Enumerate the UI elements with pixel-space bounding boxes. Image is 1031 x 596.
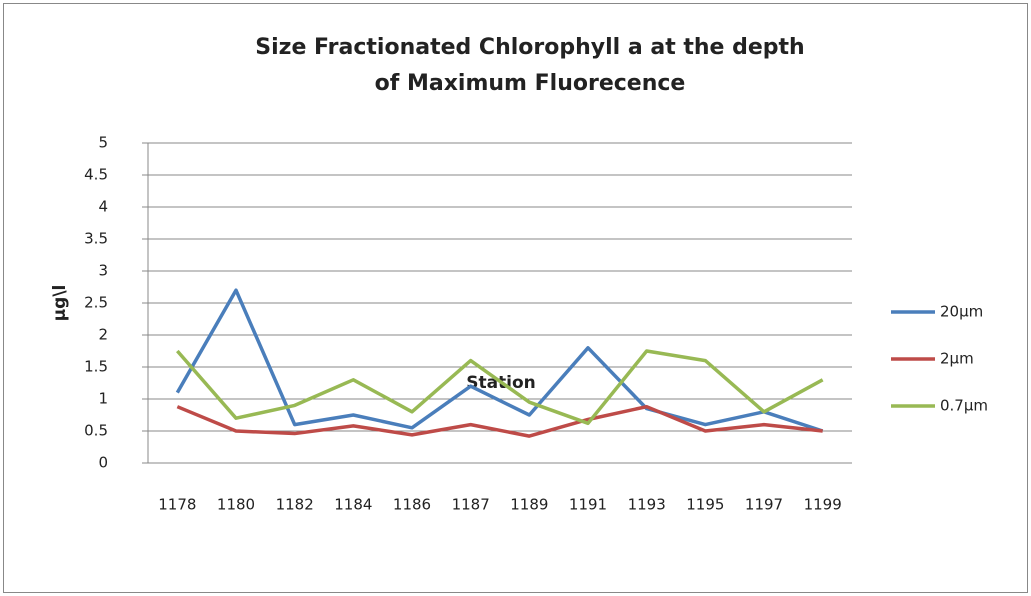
x-tick-label: 1182 <box>276 496 314 514</box>
x-tick-label: 1189 <box>510 496 548 514</box>
series-line <box>176 349 824 426</box>
series-line <box>175 288 824 433</box>
x-tick-label: 1186 <box>393 496 431 514</box>
y-axis-label: µg\l <box>50 285 70 322</box>
y-tick-label: 1 <box>98 390 108 408</box>
y-tick-label: 2.5 <box>84 294 108 312</box>
x-tick-label: 1178 <box>158 496 196 514</box>
series-line <box>176 404 823 438</box>
legend-label: 20µm <box>940 303 983 321</box>
legend-label: 0.7µm <box>940 397 988 415</box>
y-tick-label: 0.5 <box>84 422 108 440</box>
y-tick-label: 0 <box>98 454 108 472</box>
legend-label: 2µm <box>940 350 974 368</box>
x-tick-label: 1180 <box>217 496 255 514</box>
y-tick-label: 3 <box>98 262 108 280</box>
x-tick-label: 1197 <box>745 496 783 514</box>
x-tick-label: 1184 <box>334 496 372 514</box>
chart-title: Size Fractionated Chlorophyll a at the d… <box>255 35 805 96</box>
x-tick-label: 1191 <box>569 496 607 514</box>
y-tick-label: 1.5 <box>84 358 108 376</box>
y-tick-label: 3.5 <box>84 230 108 248</box>
chart-border <box>3 3 1028 593</box>
x-tick-label: 1193 <box>628 496 666 514</box>
x-tick-label: 1187 <box>452 496 490 514</box>
y-tick-label: 4.5 <box>84 166 108 184</box>
y-tick-label: 2 <box>98 326 108 344</box>
x-tick-label: 1195 <box>686 496 724 514</box>
y-tick-label: 4 <box>98 198 108 216</box>
y-tick-label: 5 <box>98 134 108 152</box>
x-tick-label: 1199 <box>804 496 842 514</box>
